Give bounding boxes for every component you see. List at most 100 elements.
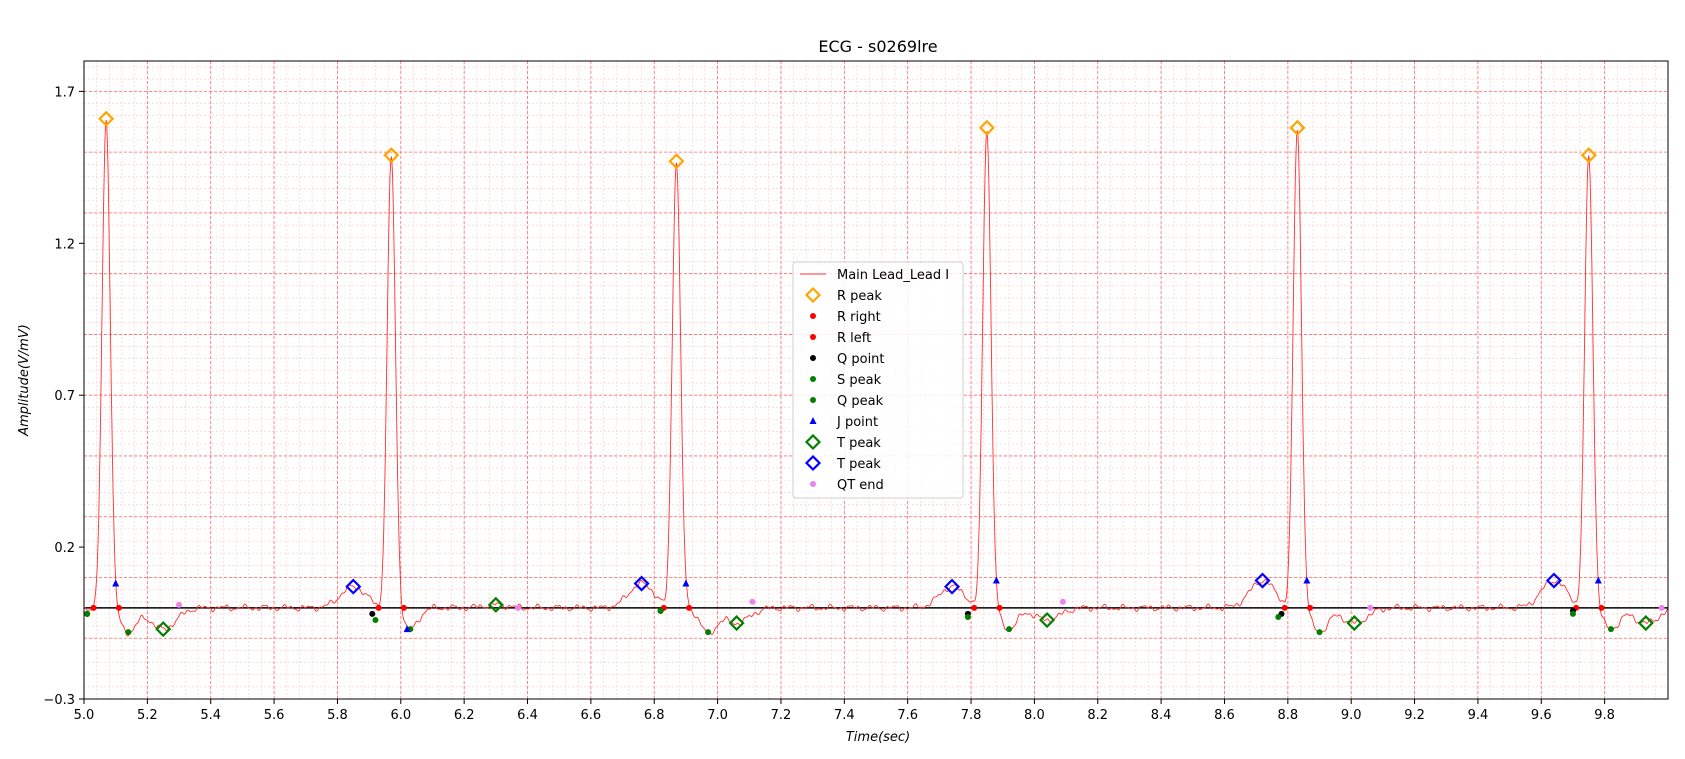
j-point-marker bbox=[682, 579, 690, 587]
x-tick-label: 6.0 bbox=[390, 708, 411, 723]
s-peak-marker bbox=[125, 629, 132, 636]
qt-end-marker bbox=[1658, 604, 1665, 611]
qt-end-marker bbox=[749, 598, 756, 605]
t-peak-marker bbox=[728, 614, 745, 632]
legend-label: Q point bbox=[837, 352, 885, 367]
x-tick-label: 5.0 bbox=[74, 708, 95, 723]
x-axis-ticks: 5.0 5.2 5.4 5.6 5.8 6.0 6.2 6.4 6.6 6.8 7.0 7.2 7.4 7… bbox=[74, 699, 1615, 723]
x-tick-label: 9.6 bbox=[1531, 708, 1552, 723]
qt-end-marker bbox=[515, 604, 522, 611]
s-peak-marker bbox=[1006, 626, 1013, 633]
r-peak-marker bbox=[383, 147, 400, 164]
r-right-marker bbox=[1598, 604, 1605, 611]
j-point-marker bbox=[1594, 576, 1602, 584]
x-tick-label: 9.8 bbox=[1594, 708, 1615, 723]
x-tick-label: 8.2 bbox=[1087, 708, 1108, 723]
x-tick-label: 5.2 bbox=[137, 708, 158, 723]
r-peak-marker bbox=[668, 153, 685, 170]
x-tick-label: 6.2 bbox=[454, 708, 475, 723]
x-tick-label: 9.2 bbox=[1404, 708, 1425, 723]
qt-end-marker bbox=[1059, 598, 1066, 605]
j-point-marker bbox=[992, 576, 1000, 584]
x-tick-label: 5.6 bbox=[264, 708, 285, 723]
t-peak-marker bbox=[633, 575, 650, 592]
q-peak-marker bbox=[657, 607, 664, 614]
s-peak-marker bbox=[1607, 626, 1614, 633]
t-peak-marker bbox=[1254, 572, 1271, 589]
r-right-marker bbox=[686, 604, 693, 611]
legend-swatch bbox=[810, 334, 816, 340]
x-tick-label: 8.4 bbox=[1151, 708, 1172, 723]
t-peak-marker bbox=[1545, 572, 1563, 589]
legend-label: Main Lead_Lead I bbox=[837, 268, 949, 283]
t-peak-marker bbox=[487, 596, 504, 613]
y-tick-label: 0.7 bbox=[54, 389, 75, 404]
t-peak-marker bbox=[155, 621, 172, 638]
legend-label: T peak bbox=[836, 457, 881, 472]
x-tick-label: 9.0 bbox=[1341, 708, 1362, 723]
x-tick-label: 7.0 bbox=[707, 708, 728, 723]
x-tick-label: 8.6 bbox=[1214, 708, 1235, 723]
qt-end-marker bbox=[176, 601, 183, 608]
y-tick-label: −0.3 bbox=[43, 693, 75, 708]
chart-title: ECG - s0269lre bbox=[818, 37, 937, 56]
t-peak-marker bbox=[943, 578, 961, 595]
s-peak-marker bbox=[1316, 629, 1323, 636]
fiducial-markers bbox=[84, 110, 1665, 638]
r-peak-marker bbox=[1580, 147, 1597, 164]
x-tick-label: 7.6 bbox=[897, 708, 918, 723]
q-point-marker bbox=[369, 610, 376, 617]
qt-end-marker bbox=[1367, 604, 1374, 611]
s-peak-marker bbox=[705, 629, 712, 636]
r-peak-marker bbox=[1289, 119, 1306, 136]
r-right-marker bbox=[115, 604, 122, 611]
legend-swatch bbox=[810, 397, 816, 403]
legend-swatch bbox=[804, 286, 822, 304]
y-tick-label: 1.2 bbox=[54, 237, 75, 252]
legend-label: Q peak bbox=[837, 394, 884, 409]
q-peak-marker bbox=[964, 613, 971, 620]
q-peak-marker bbox=[84, 610, 91, 617]
legend-swatch bbox=[810, 481, 816, 487]
x-tick-label: 8.0 bbox=[1024, 708, 1045, 723]
t-peak-marker bbox=[1637, 614, 1654, 632]
x-tick-label: 6.4 bbox=[517, 708, 538, 723]
t-peak-marker bbox=[345, 578, 362, 595]
q-peak-marker bbox=[1275, 613, 1282, 620]
legend-swatch bbox=[810, 313, 816, 319]
legend-swatch bbox=[810, 376, 816, 382]
x-tick-label: 6.6 bbox=[581, 708, 602, 723]
x-tick-label: 6.8 bbox=[644, 708, 665, 723]
r-peak-marker bbox=[978, 119, 995, 136]
legend-label: S peak bbox=[837, 373, 882, 388]
r-right-marker bbox=[400, 604, 407, 611]
r-peak-marker bbox=[98, 110, 115, 127]
t-peak-marker bbox=[1039, 611, 1056, 629]
r-left-marker bbox=[1281, 604, 1288, 611]
y-tick-label: 1.7 bbox=[54, 85, 75, 100]
r-left-marker bbox=[375, 604, 382, 611]
legend: Main Lead_Lead I R peak R right R left Q poi… bbox=[792, 261, 964, 499]
x-axis-label: Time(sec) bbox=[846, 730, 910, 745]
x-tick-label: 7.8 bbox=[961, 708, 982, 723]
legend-swatch bbox=[810, 355, 816, 361]
legend-swatch bbox=[804, 454, 822, 472]
j-point-marker bbox=[1303, 576, 1311, 584]
legend-label: J point bbox=[836, 415, 878, 430]
axes-frame bbox=[83, 60, 1669, 700]
j-point-marker bbox=[112, 579, 120, 587]
legend-label: T peak bbox=[836, 436, 881, 451]
x-tick-label: 9.4 bbox=[1468, 708, 1489, 723]
q-peak-marker bbox=[372, 617, 379, 624]
legend-box bbox=[792, 261, 964, 499]
r-right-marker bbox=[996, 604, 1003, 611]
x-tick-label: 7.4 bbox=[834, 708, 855, 723]
x-tick-label: 5.8 bbox=[327, 708, 348, 723]
x-tick-label: 8.8 bbox=[1277, 708, 1298, 723]
legend-swatch bbox=[804, 433, 822, 451]
y-axis-ticks: 1.7 1.2 0.7 0.2 −0.3 bbox=[43, 85, 84, 708]
legend-label: R right bbox=[837, 310, 881, 325]
x-tick-label: 7.2 bbox=[771, 708, 792, 723]
j-point-marker bbox=[403, 625, 411, 633]
